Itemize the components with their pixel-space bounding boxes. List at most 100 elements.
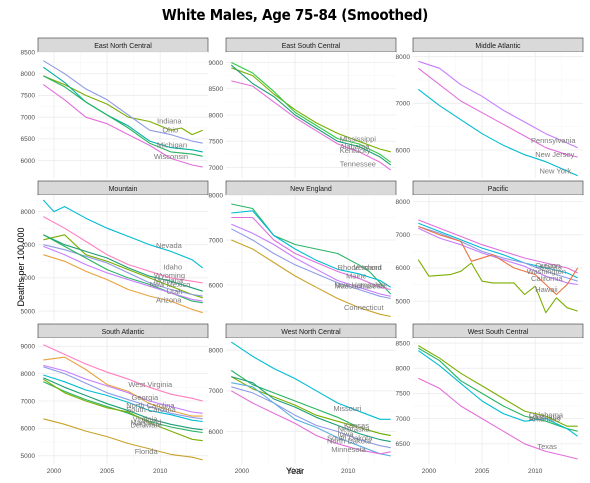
series-line <box>231 228 391 300</box>
y-tick-label: 8500 <box>209 86 224 93</box>
plot-background <box>413 52 583 178</box>
x-tick-label: 2010 <box>341 468 356 475</box>
series-label: North Carolina <box>126 401 175 410</box>
y-tick-label: 6500 <box>396 441 411 448</box>
series-label: Texas <box>537 442 557 451</box>
y-tick-label: 6000 <box>209 429 224 436</box>
series-line <box>231 62 392 163</box>
series-label: Virginia <box>133 415 159 424</box>
x-tick-label: 2010 <box>153 468 168 475</box>
y-tick-label: 5000 <box>21 308 36 315</box>
y-tick-label: 9000 <box>21 344 36 351</box>
series-line <box>231 382 391 457</box>
y-tick-label: 7000 <box>21 114 36 121</box>
series-line <box>43 75 203 157</box>
facet-strip-label: Middle Atlantic <box>475 43 521 50</box>
series-line <box>231 210 391 288</box>
series-label: California <box>531 274 564 283</box>
series-label: Idaho <box>163 263 182 272</box>
series-line <box>231 216 391 291</box>
series-label: Mississippi <box>340 134 377 143</box>
series-line <box>418 347 578 432</box>
series-label: Kansas <box>344 421 369 430</box>
series-label: Georgia <box>132 393 160 402</box>
x-tick-label: 2010 <box>528 468 543 475</box>
x-tick-label: 2000 <box>47 468 62 475</box>
series-label: Maryland <box>130 418 161 427</box>
y-tick-label: 8000 <box>396 366 411 373</box>
series-line <box>418 225 578 282</box>
y-tick-label: 7500 <box>396 391 411 398</box>
series-line <box>418 219 578 274</box>
y-tick-label: 5000 <box>21 453 36 460</box>
y-tick-label: 7000 <box>209 388 224 395</box>
series-label: Nebraska <box>338 424 371 433</box>
series-line <box>231 376 391 443</box>
series-line <box>417 67 578 158</box>
series-line <box>230 341 391 420</box>
y-tick-label: 6000 <box>21 426 36 433</box>
x-tick-label: 2005 <box>100 468 115 475</box>
series-line <box>43 381 203 434</box>
y-tick-label: 6000 <box>21 275 36 282</box>
facet-strip-label: New England <box>290 186 332 193</box>
chart-title: White Males, Age 75-84 (Smoothed) <box>161 6 429 24</box>
series-label: Wyoming <box>154 271 185 280</box>
series-label: Montana <box>154 276 184 285</box>
series-line <box>231 376 391 437</box>
facet-strip-label: West North Central <box>281 329 341 336</box>
series-line <box>43 244 203 297</box>
series-line <box>43 364 203 414</box>
series-line <box>43 377 203 431</box>
y-tick-label: 8000 <box>21 71 36 78</box>
y-tick-label: 7500 <box>209 139 224 146</box>
y-tick-label: 7000 <box>209 237 224 244</box>
facet-panel: West North Central 2000 2005 2010 6000 7000 80… <box>209 323 397 475</box>
series-line <box>42 84 203 168</box>
y-tick-label: 8000 <box>21 209 36 216</box>
facet-panel: Middle Atlantic200020052010600070008000P… <box>396 37 584 189</box>
series-label: Arkansas <box>529 415 561 424</box>
x-tick-label: 2000 <box>422 468 437 475</box>
series-line <box>43 234 203 292</box>
x-tick-label: 2005 <box>288 468 303 475</box>
series-line <box>418 377 578 460</box>
series-label: Maine <box>346 271 366 280</box>
series-label: New York <box>539 166 571 175</box>
series-line <box>43 366 203 420</box>
series-label: Delaware <box>130 421 162 430</box>
series-line <box>231 203 392 295</box>
facet-strip-label: West South Central <box>468 329 529 336</box>
series-line <box>418 222 578 279</box>
y-tick-label: 6500 <box>21 136 36 143</box>
series-line <box>42 66 203 153</box>
series-line <box>43 344 203 402</box>
series-line <box>43 60 203 144</box>
series-label: Wisconsin <box>154 152 188 161</box>
series-line <box>418 225 579 296</box>
series-label: Kentucky <box>340 146 371 155</box>
facet-strip-label: East North Central <box>94 43 152 50</box>
plot-background <box>226 338 396 464</box>
facet-panel: East South Central2000200520107000750080… <box>209 37 397 189</box>
series-label: Florida <box>135 447 159 456</box>
y-tick-label: 6000 <box>21 158 36 165</box>
series-label: Tennessee <box>340 159 376 168</box>
y-tick-label: 7000 <box>396 232 411 239</box>
x-tick-label: 2000 <box>235 468 250 475</box>
series-line <box>43 418 203 461</box>
series-label: South Dakota <box>327 433 373 442</box>
series-label: Alabama <box>340 142 370 151</box>
y-tick-label: 8000 <box>396 199 411 206</box>
series-label: Massachusetts <box>334 282 384 291</box>
facet-strip-label: Mountain <box>109 186 138 193</box>
y-tick-label: 8000 <box>209 112 224 119</box>
y-tick-label: 6000 <box>396 147 411 154</box>
series-line <box>43 245 203 302</box>
series-label: Ohio <box>162 125 178 134</box>
x-axis-label: Year <box>285 466 305 476</box>
series-label: Louisiana <box>529 413 562 422</box>
series-line <box>230 64 392 166</box>
series-label: Oklahoma <box>529 411 564 420</box>
x-tick-label: 2005 <box>475 468 490 475</box>
